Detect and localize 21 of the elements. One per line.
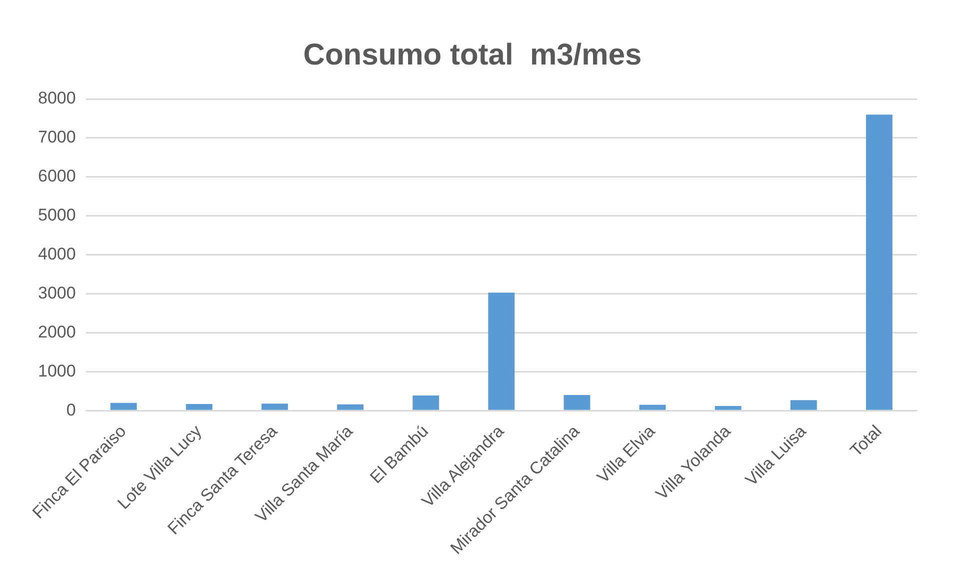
bar (564, 395, 590, 410)
y-tick-label: 2000 (38, 322, 76, 342)
y-tick-label: 8000 (38, 88, 76, 108)
bar (262, 404, 288, 410)
chart-title: Consumo total m3/mes (303, 38, 642, 72)
bar (639, 404, 666, 410)
y-tick-label: 7000 (38, 128, 76, 147)
bar (337, 404, 364, 410)
y-tick-label: 6000 (38, 166, 76, 186)
y-tick-label: 1000 (38, 361, 76, 380)
y-tick-label: 5000 (38, 206, 76, 225)
y-tick-label: 4000 (38, 244, 76, 264)
bar (412, 395, 440, 410)
y-tick-label: 0 (66, 400, 76, 420)
bar (866, 114, 892, 410)
bar (488, 292, 515, 410)
bar (790, 400, 817, 410)
bar (110, 402, 137, 410)
bar (186, 404, 212, 410)
y-tick-label: 3000 (38, 283, 76, 302)
bar (714, 406, 742, 410)
